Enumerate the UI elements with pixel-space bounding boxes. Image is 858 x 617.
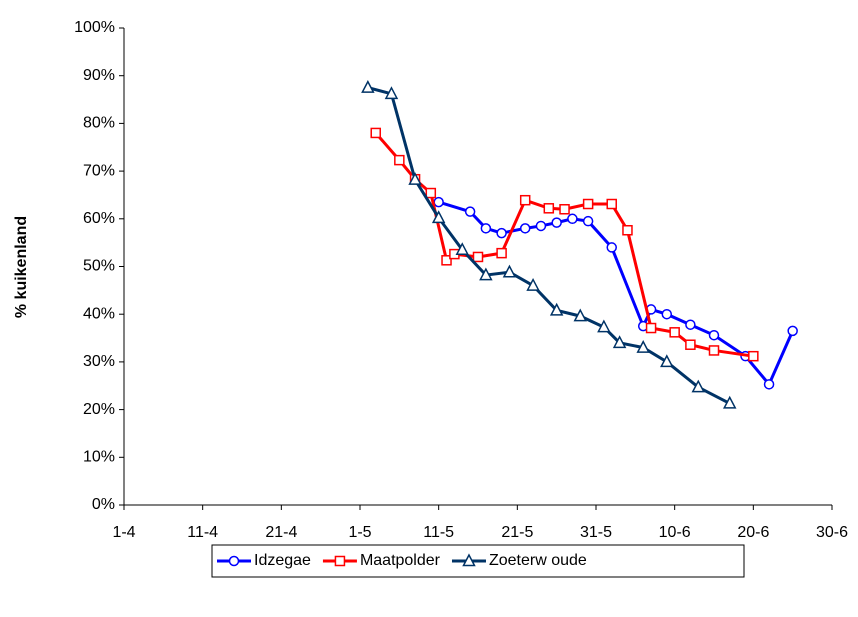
point <box>622 224 633 236</box>
series-line <box>438 200 795 388</box>
point <box>425 187 437 199</box>
x-tick-label: 30-6 <box>816 524 848 541</box>
point <box>479 267 493 281</box>
point <box>464 206 476 217</box>
x-tick-label: 11-4 <box>187 524 218 541</box>
legend-label: Maatpolder <box>360 552 441 569</box>
point <box>645 322 657 334</box>
point <box>394 154 405 166</box>
point <box>567 213 578 225</box>
point <box>480 223 492 234</box>
y-axis-label: % kuikenland <box>13 216 30 318</box>
y-tick-label: 60% <box>83 210 115 227</box>
point <box>708 345 720 356</box>
point <box>408 172 422 185</box>
y-tick-label: 20% <box>83 401 115 418</box>
point <box>431 210 446 224</box>
point <box>496 227 507 239</box>
legend-marker <box>228 555 240 567</box>
legend-item: Zoeterw oude <box>451 552 587 569</box>
y-tick-label: 40% <box>83 305 115 322</box>
point <box>748 350 759 362</box>
x-tick-label: 1-4 <box>112 524 135 541</box>
y-tick-label: 90% <box>83 67 115 84</box>
x-tick-label: 21-4 <box>265 524 297 541</box>
y-tick-label: 10% <box>83 449 115 466</box>
y-tick-label: 50% <box>83 258 115 275</box>
series-line <box>374 131 754 358</box>
point <box>597 319 611 333</box>
point <box>370 127 381 139</box>
point <box>612 335 627 349</box>
point <box>551 217 562 228</box>
x-tick-label: 31-5 <box>580 524 612 541</box>
point <box>535 220 547 232</box>
point <box>433 196 444 208</box>
point <box>787 325 798 337</box>
x-tick-label: 11-5 <box>423 524 454 541</box>
legend-label: Zoeterw oude <box>489 552 587 569</box>
point <box>661 308 673 320</box>
point <box>573 308 588 322</box>
y-tick-label: 70% <box>83 162 115 179</box>
point <box>361 80 375 93</box>
point <box>669 327 680 338</box>
point <box>526 277 540 291</box>
series-line <box>367 86 731 405</box>
x-tick-label: 10-6 <box>659 524 691 541</box>
point <box>496 247 507 259</box>
y-tick-label: 100% <box>74 19 115 36</box>
point <box>636 339 650 353</box>
point <box>660 354 674 368</box>
x-tick-label: 20-6 <box>737 524 769 541</box>
point <box>384 86 399 100</box>
point <box>502 264 517 278</box>
point <box>472 251 484 263</box>
x-tick-label: 21-5 <box>501 524 533 541</box>
point <box>559 204 570 215</box>
legend-marker <box>462 553 476 567</box>
y-tick-label: 0% <box>92 496 115 513</box>
point <box>441 255 452 266</box>
point <box>582 215 594 227</box>
point <box>708 329 720 341</box>
point <box>543 203 555 214</box>
point <box>722 395 737 409</box>
y-tick-label: 30% <box>83 353 115 370</box>
legend-label: Idzegae <box>254 552 311 569</box>
point <box>763 379 775 390</box>
point <box>691 379 706 393</box>
point <box>606 242 617 253</box>
y-tick-label: 80% <box>83 115 115 132</box>
point <box>606 198 617 210</box>
point <box>549 302 564 316</box>
legend-marker <box>334 555 346 567</box>
legend-item: Maatpolder <box>322 552 441 569</box>
point <box>685 339 696 350</box>
point <box>519 223 531 234</box>
legend-item: Idzegae <box>217 552 311 569</box>
point <box>519 194 531 206</box>
point <box>582 198 594 210</box>
x-tick-label: 1-5 <box>348 524 371 541</box>
point <box>455 242 470 256</box>
point <box>685 319 696 330</box>
